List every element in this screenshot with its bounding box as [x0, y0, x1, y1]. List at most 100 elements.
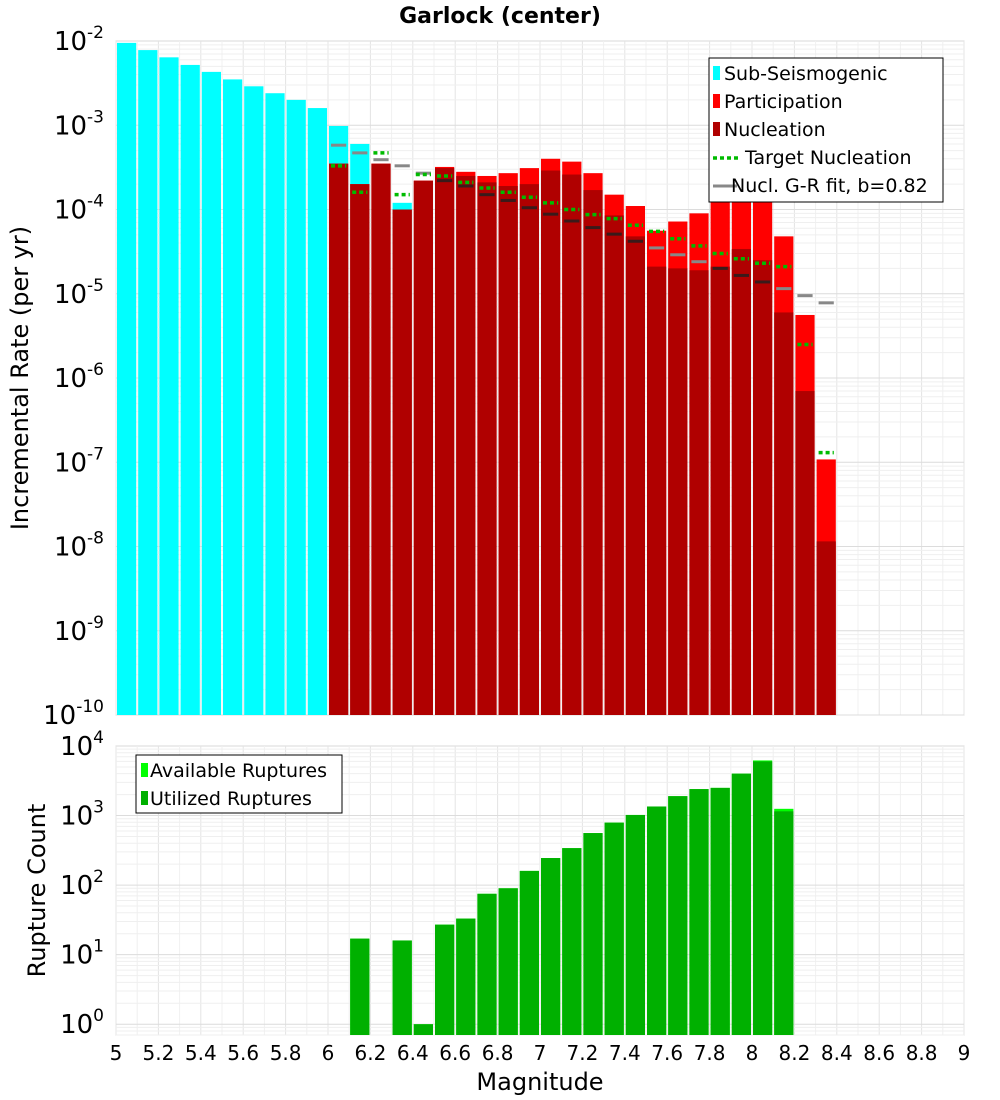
sub-seismogenic-bar [201, 71, 221, 716]
utilized-ruptures-bar [350, 938, 370, 1035]
nucleation-bar [710, 266, 730, 715]
top-ytick-label: 10-7 [54, 444, 104, 478]
nucleation-bar [753, 260, 773, 715]
ytick-exponent: 3 [93, 798, 104, 818]
legend-swatch [713, 122, 720, 136]
nucleation-bar [816, 541, 836, 715]
utilized-ruptures-bar [583, 833, 603, 1035]
ytick-exponent: -7 [87, 444, 104, 464]
x-tick-label: 7.4 [609, 1041, 641, 1065]
utilized-ruptures-bar [456, 918, 476, 1035]
ytick-base: 10 [60, 802, 93, 832]
nucleation-bar [583, 190, 603, 716]
utilized-ruptures-bar [541, 858, 561, 1035]
ytick-base: 10 [60, 732, 93, 762]
ytick-exponent: -8 [87, 529, 104, 549]
top-y-axis-label: Incremental Rate (per yr) [6, 226, 34, 530]
utilized-ruptures-bar [477, 893, 497, 1035]
top-ytick-label: 10-9 [54, 613, 104, 647]
sub-seismogenic-bar [180, 64, 200, 716]
utilized-ruptures-bar [435, 924, 455, 1035]
x-tick-label: 7.8 [694, 1041, 726, 1065]
x-tick-label: 7.2 [566, 1041, 598, 1065]
top-ytick-label: 10-4 [54, 192, 104, 226]
sub-seismogenic-bar [244, 86, 264, 715]
nucleation-bar [477, 182, 497, 715]
ytick-base: 10 [60, 871, 93, 901]
sub-seismogenic-bar [138, 50, 158, 716]
ytick-base: 10 [54, 364, 87, 394]
nucleation-bar [604, 215, 624, 715]
legend-label: Available Ruptures [150, 760, 327, 782]
ytick-base: 10 [54, 280, 87, 310]
legend-label: Participation [724, 91, 843, 113]
ytick-base: 10 [54, 533, 87, 563]
x-tick-label: 6.4 [397, 1041, 429, 1065]
nucleation-bar [668, 268, 688, 715]
ytick-exponent: -5 [87, 276, 104, 296]
x-tick-label: 6.8 [482, 1041, 514, 1065]
ytick-exponent: 0 [93, 1006, 104, 1026]
bottom-ytick-label: 103 [60, 798, 104, 832]
x-tick-label: 9 [958, 1041, 971, 1065]
x-axis-label: Magnitude [476, 1068, 603, 1096]
sub-seismogenic-bar [159, 57, 179, 715]
legend-label: Nucleation [724, 119, 826, 141]
utilized-ruptures-bar [731, 773, 751, 1035]
utilized-ruptures-bar [774, 811, 794, 1035]
x-tick-label: 8.2 [778, 1041, 810, 1065]
top-ytick-label: 10-3 [54, 107, 104, 141]
utilized-ruptures-bar [668, 796, 688, 1035]
top-ytick-label: 10-6 [54, 360, 104, 394]
ytick-exponent: -6 [87, 360, 104, 380]
utilized-ruptures-bar [710, 787, 730, 1035]
nucleation-bar [371, 163, 391, 716]
ytick-base: 10 [54, 111, 87, 141]
ytick-base: 10 [60, 941, 93, 971]
ytick-exponent: 2 [93, 867, 104, 887]
chart-title: Garlock (center) [399, 4, 601, 29]
top-ytick-label: 10-2 [54, 23, 104, 57]
ytick-base: 10 [54, 617, 87, 647]
x-tick-label: 5.6 [227, 1041, 259, 1065]
legend-swatch [713, 66, 720, 80]
nucleation-bar [625, 236, 645, 716]
utilized-ruptures-bar [625, 814, 645, 1035]
sub-seismogenic-bar [307, 108, 327, 715]
top-ytick-label: 10-10 [43, 697, 104, 731]
utilized-ruptures-bar [753, 761, 773, 1035]
nucleation-bar [562, 174, 582, 715]
x-tick-label: 6.6 [439, 1041, 471, 1065]
legend-label: Utilized Ruptures [150, 788, 312, 810]
nucleation-bar [392, 209, 412, 715]
nucleation-bar [519, 184, 539, 715]
utilized-ruptures-bar [519, 870, 539, 1035]
sub-seismogenic-bar [265, 93, 285, 715]
legend-label: Target Nucleation [744, 147, 912, 169]
legend-swatch [713, 94, 720, 108]
x-tick-label: 5.4 [185, 1041, 217, 1065]
top-legend [708, 57, 944, 203]
bottom-ytick-label: 101 [60, 937, 104, 971]
x-tick-label: 8.8 [906, 1041, 938, 1065]
bottom-ytick-label: 102 [60, 867, 104, 901]
ytick-base: 10 [54, 27, 87, 57]
ytick-exponent: -9 [87, 613, 104, 633]
x-tick-label: 5.2 [142, 1041, 174, 1065]
x-tick-label: 5.8 [270, 1041, 302, 1065]
x-tick-label: 5 [110, 1041, 123, 1065]
ytick-base: 10 [60, 1010, 93, 1040]
x-tick-label: 7 [534, 1041, 547, 1065]
bottom-y-axis-label: Rupture Count [23, 804, 51, 978]
utilized-ruptures-bar [562, 848, 582, 1035]
nucleation-bar [413, 180, 433, 716]
top-ytick-label: 10-5 [54, 276, 104, 310]
utilized-ruptures-bar [604, 822, 624, 1035]
bottom-ytick-label: 100 [60, 1006, 104, 1040]
nucleation-bar [689, 270, 709, 715]
ytick-exponent: -3 [87, 107, 104, 127]
x-tick-label: 8 [746, 1041, 759, 1065]
nucleation-bar [456, 175, 476, 715]
